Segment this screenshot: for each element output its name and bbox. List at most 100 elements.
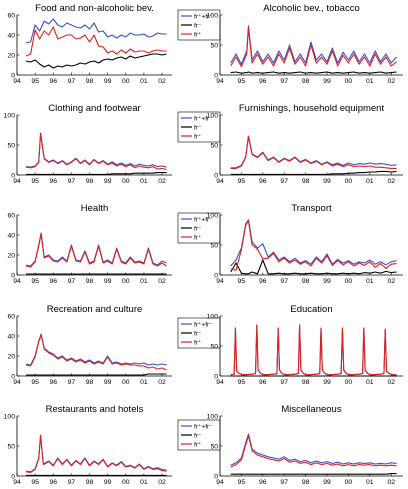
x-tick-label: 01 [366, 278, 374, 285]
series-line-total [230, 219, 397, 267]
y-tick-label: 0 [214, 172, 218, 179]
x-tick-label: 95 [31, 379, 39, 386]
x-tick-label: 01 [140, 78, 148, 85]
y-tick-label: 40 [7, 333, 15, 340]
x-tick-label: 98 [302, 379, 310, 386]
x-tick-label: 94 [216, 278, 224, 285]
x-tick-label: 95 [31, 278, 39, 285]
series-line-total [25, 333, 167, 366]
legend-label: fr⁺ [194, 31, 202, 38]
panel-title: Food and non-alcoholic bev. [35, 3, 154, 14]
x-tick-label: 98 [86, 178, 94, 185]
x-tick-label: 97 [280, 178, 288, 185]
panel-6: Transport 0 50 100 94 95 96 97 98 99 00 01 02 [207, 203, 403, 285]
x-tick-label: 99 [104, 379, 112, 386]
x-tick-label: 96 [49, 379, 57, 386]
y-tick-label: 50 [210, 142, 218, 149]
x-tick-label: 94 [13, 178, 21, 185]
x-tick-label: 98 [86, 379, 94, 386]
legend-label: fr⁺ [194, 441, 202, 448]
series-line-pos [230, 27, 397, 68]
series-line-pos [25, 26, 167, 57]
x-tick-label: 02 [158, 379, 166, 386]
x-tick-label: 96 [49, 278, 57, 285]
x-tick-label: 01 [366, 379, 374, 386]
x-tick-label: 00 [122, 78, 130, 85]
x-tick-label: 01 [366, 178, 374, 185]
x-tick-label: 98 [302, 178, 310, 185]
legend-label: fr⁻ [194, 330, 202, 337]
x-tick-label: 99 [104, 479, 112, 486]
panel-title: Miscellaneous [281, 404, 341, 415]
y-tick-label: 100 [4, 413, 16, 420]
x-tick-label: 00 [122, 379, 130, 386]
x-tick-label: 97 [68, 379, 76, 386]
y-tick-label: 50 [7, 142, 15, 149]
y-tick-label: 50 [7, 443, 15, 450]
x-tick-label: 02 [387, 379, 395, 386]
series-line-total [230, 135, 397, 169]
panel-title: Alcoholic bev., tobacco [263, 3, 359, 14]
legend-label: fr⁻ [194, 22, 202, 29]
x-tick-label: 95 [238, 178, 246, 185]
series-line-total [25, 434, 167, 473]
x-tick-label: 99 [104, 178, 112, 185]
x-tick-label: 99 [104, 278, 112, 285]
x-tick-label: 02 [158, 178, 166, 185]
y-tick-label: 0 [214, 272, 218, 279]
y-tick-label: 60 [7, 12, 15, 19]
x-tick-label: 96 [259, 278, 267, 285]
panel-8: Education 0 50 100 94 95 96 97 98 99 00 01 02 [207, 304, 403, 386]
x-tick-label: 98 [86, 78, 94, 85]
x-tick-label: 02 [387, 78, 395, 85]
x-tick-label: 01 [366, 78, 374, 85]
x-tick-label: 02 [387, 479, 395, 486]
x-tick-label: 01 [366, 479, 374, 486]
x-tick-label: 98 [86, 278, 94, 285]
y-tick-label: 60 [7, 212, 15, 219]
y-tick-label: 0 [11, 72, 15, 79]
legend-label: fr⁺+fr⁻ [194, 216, 213, 223]
series-line-total [230, 25, 397, 65]
series-line-total [230, 433, 397, 466]
series-line-neg [230, 473, 397, 475]
x-tick-label: 01 [140, 479, 148, 486]
series-line-neg [26, 373, 167, 376]
series-line-neg [25, 53, 167, 69]
x-tick-label: 96 [49, 78, 57, 85]
x-tick-label: 97 [280, 78, 288, 85]
x-tick-label: 95 [31, 479, 39, 486]
panel-title: Health [81, 203, 108, 214]
series-line-pos [25, 233, 167, 268]
series-line-total [25, 232, 167, 267]
x-tick-label: 97 [68, 78, 76, 85]
x-tick-label: 00 [122, 178, 130, 185]
legend-label: fr⁻ [194, 225, 202, 232]
x-tick-label: 00 [345, 379, 353, 386]
x-tick-label: 00 [345, 78, 353, 85]
x-tick-label: 98 [302, 479, 310, 486]
y-tick-label: 0 [214, 72, 218, 79]
y-tick-label: 20 [7, 52, 15, 59]
panel-title: Restaurants and hotels [46, 404, 144, 415]
series-line-pos [25, 334, 167, 371]
series-line-neg [230, 71, 397, 74]
x-tick-label: 99 [323, 78, 331, 85]
x-tick-label: 94 [13, 479, 21, 486]
y-tick-label: 0 [11, 473, 15, 480]
x-tick-label: 01 [140, 178, 148, 185]
series-line-total [25, 18, 167, 44]
series-line-pos [230, 136, 397, 169]
legend-label: fr⁺ [194, 234, 202, 241]
y-tick-label: 50 [210, 443, 218, 450]
x-tick-label: 95 [238, 479, 246, 486]
x-tick-label: 00 [345, 479, 353, 486]
x-tick-label: 94 [216, 479, 224, 486]
x-tick-label: 00 [122, 278, 130, 285]
x-tick-label: 02 [387, 278, 395, 285]
y-tick-label: 0 [11, 373, 15, 380]
y-tick-label: 0 [214, 473, 218, 480]
x-tick-label: 96 [49, 479, 57, 486]
